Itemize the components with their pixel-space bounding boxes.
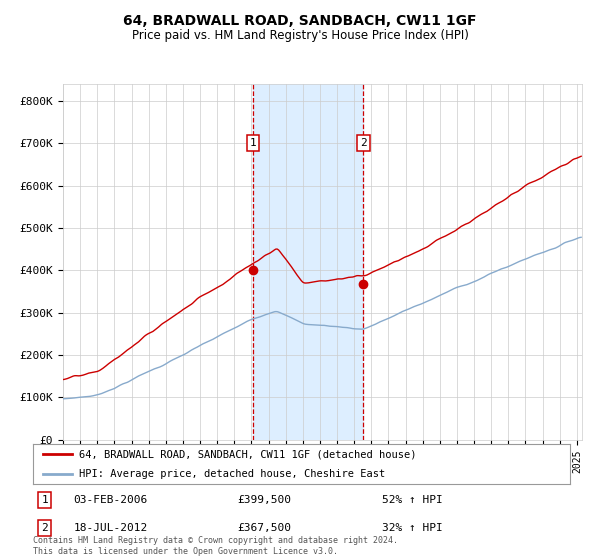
Text: Contains HM Land Registry data © Crown copyright and database right 2024.
This d: Contains HM Land Registry data © Crown c…	[33, 536, 398, 556]
Text: £367,500: £367,500	[237, 524, 291, 533]
Text: 03-FEB-2006: 03-FEB-2006	[73, 495, 148, 505]
Text: 64, BRADWALL ROAD, SANDBACH, CW11 1GF (detached house): 64, BRADWALL ROAD, SANDBACH, CW11 1GF (d…	[79, 449, 416, 459]
Text: 1: 1	[41, 495, 48, 505]
Text: 18-JUL-2012: 18-JUL-2012	[73, 524, 148, 533]
Text: 1: 1	[250, 138, 257, 148]
Text: 64, BRADWALL ROAD, SANDBACH, CW11 1GF: 64, BRADWALL ROAD, SANDBACH, CW11 1GF	[123, 14, 477, 28]
Text: HPI: Average price, detached house, Cheshire East: HPI: Average price, detached house, Ches…	[79, 469, 385, 479]
Text: 52% ↑ HPI: 52% ↑ HPI	[382, 495, 443, 505]
Text: 32% ↑ HPI: 32% ↑ HPI	[382, 524, 443, 533]
Text: 2: 2	[360, 138, 367, 148]
Text: Price paid vs. HM Land Registry's House Price Index (HPI): Price paid vs. HM Land Registry's House …	[131, 29, 469, 42]
Bar	[253, 84, 364, 440]
Text: 2: 2	[41, 524, 48, 533]
Text: £399,500: £399,500	[237, 495, 291, 505]
